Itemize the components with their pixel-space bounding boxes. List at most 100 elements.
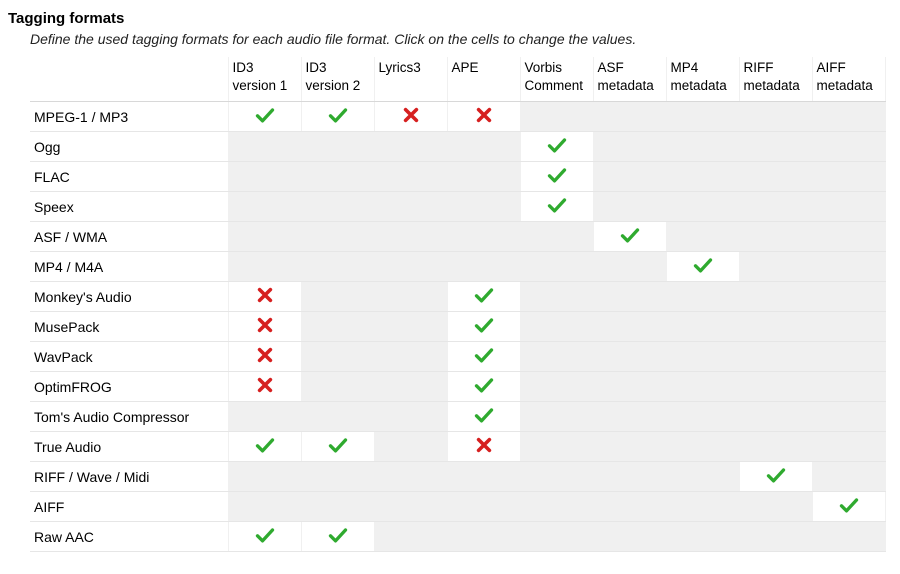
tag-cell[interactable] bbox=[374, 102, 447, 132]
tag-cell bbox=[228, 132, 301, 162]
tag-cell[interactable] bbox=[593, 222, 666, 252]
tag-cell bbox=[374, 402, 447, 432]
tag-cell bbox=[374, 282, 447, 312]
tag-cell[interactable] bbox=[447, 402, 520, 432]
tag-cell bbox=[374, 432, 447, 462]
table-row: True Audio bbox=[30, 432, 885, 462]
table-row: FLAC bbox=[30, 162, 885, 192]
tag-cell[interactable] bbox=[739, 462, 812, 492]
tag-cell[interactable] bbox=[447, 282, 520, 312]
tag-cell bbox=[666, 372, 739, 402]
tag-cell bbox=[739, 162, 812, 192]
section-subtitle: Define the used tagging formats for each… bbox=[30, 31, 900, 47]
tag-cell bbox=[812, 252, 885, 282]
row-name: Ogg bbox=[30, 132, 228, 162]
column-header-format bbox=[30, 57, 228, 102]
check-icon bbox=[547, 136, 567, 154]
column-header-riff: RIFFmetadata bbox=[739, 57, 812, 102]
tag-cell[interactable] bbox=[812, 492, 885, 522]
table-row: WavPack bbox=[30, 342, 885, 372]
tag-cell bbox=[812, 132, 885, 162]
tag-cell bbox=[812, 432, 885, 462]
cross-icon bbox=[401, 106, 421, 124]
tag-cell bbox=[666, 222, 739, 252]
tag-cell bbox=[812, 312, 885, 342]
tag-cell[interactable] bbox=[228, 282, 301, 312]
column-header-aiff: AIFFmetadata bbox=[812, 57, 885, 102]
tag-cell bbox=[228, 402, 301, 432]
tag-cell[interactable] bbox=[228, 102, 301, 132]
check-icon bbox=[547, 196, 567, 214]
tag-cell bbox=[520, 282, 593, 312]
column-header-line2: Comment bbox=[525, 77, 589, 95]
tag-cell bbox=[301, 282, 374, 312]
tag-cell bbox=[520, 252, 593, 282]
tag-cell bbox=[812, 402, 885, 432]
tag-cell bbox=[812, 222, 885, 252]
column-header-id3v2: ID3version 2 bbox=[301, 57, 374, 102]
tag-cell bbox=[739, 492, 812, 522]
tag-cell bbox=[374, 222, 447, 252]
tag-cell[interactable] bbox=[228, 342, 301, 372]
tag-cell[interactable] bbox=[520, 192, 593, 222]
tag-cell bbox=[520, 522, 593, 552]
column-header-line1: Vorbis bbox=[525, 59, 589, 77]
tag-cell bbox=[301, 342, 374, 372]
tag-cell bbox=[301, 312, 374, 342]
tag-cell bbox=[301, 462, 374, 492]
tag-cell[interactable] bbox=[520, 132, 593, 162]
tag-cell bbox=[374, 462, 447, 492]
tag-cell bbox=[301, 252, 374, 282]
tag-cell bbox=[520, 222, 593, 252]
column-header-mp4: MP4metadata bbox=[666, 57, 739, 102]
tag-cell bbox=[666, 132, 739, 162]
tag-cell[interactable] bbox=[228, 372, 301, 402]
table-row: MPEG-1 / MP3 bbox=[30, 102, 885, 132]
tag-cell bbox=[666, 462, 739, 492]
tag-cell bbox=[593, 492, 666, 522]
tag-cell[interactable] bbox=[301, 522, 374, 552]
check-icon bbox=[255, 106, 275, 124]
tag-cell bbox=[666, 312, 739, 342]
tag-cell bbox=[447, 162, 520, 192]
row-name: MusePack bbox=[30, 312, 228, 342]
table-row: ASF / WMA bbox=[30, 222, 885, 252]
tag-cell[interactable] bbox=[228, 522, 301, 552]
check-icon bbox=[255, 436, 275, 454]
tag-cell bbox=[520, 102, 593, 132]
row-name: FLAC bbox=[30, 162, 228, 192]
tag-cell[interactable] bbox=[447, 102, 520, 132]
tag-cell bbox=[812, 282, 885, 312]
tag-cell[interactable] bbox=[301, 432, 374, 462]
tag-cell bbox=[301, 162, 374, 192]
tag-cell[interactable] bbox=[666, 252, 739, 282]
tag-cell[interactable] bbox=[447, 312, 520, 342]
check-icon bbox=[474, 346, 494, 364]
check-icon bbox=[766, 466, 786, 484]
tag-cell bbox=[593, 402, 666, 432]
tag-cell bbox=[739, 132, 812, 162]
check-icon bbox=[620, 226, 640, 244]
tag-cell[interactable] bbox=[447, 342, 520, 372]
tag-cell[interactable] bbox=[447, 372, 520, 402]
cross-icon bbox=[255, 346, 275, 364]
tag-cell[interactable] bbox=[301, 102, 374, 132]
tag-cell bbox=[666, 402, 739, 432]
table-row: MusePack bbox=[30, 312, 885, 342]
table-row: Raw AAC bbox=[30, 522, 885, 552]
tag-cell bbox=[739, 192, 812, 222]
tag-cell bbox=[228, 162, 301, 192]
tag-cell[interactable] bbox=[520, 162, 593, 192]
tag-cell[interactable] bbox=[228, 312, 301, 342]
tag-cell bbox=[739, 252, 812, 282]
row-name: MP4 / M4A bbox=[30, 252, 228, 282]
table-row: Tom's Audio Compressor bbox=[30, 402, 885, 432]
tag-cell[interactable] bbox=[447, 432, 520, 462]
column-header-line2: version 2 bbox=[306, 77, 370, 95]
tag-cell[interactable] bbox=[228, 432, 301, 462]
tag-cell bbox=[374, 522, 447, 552]
table-row: Speex bbox=[30, 192, 885, 222]
section-title: Tagging formats bbox=[8, 10, 900, 27]
tag-cell bbox=[593, 282, 666, 312]
tag-cell bbox=[301, 402, 374, 432]
